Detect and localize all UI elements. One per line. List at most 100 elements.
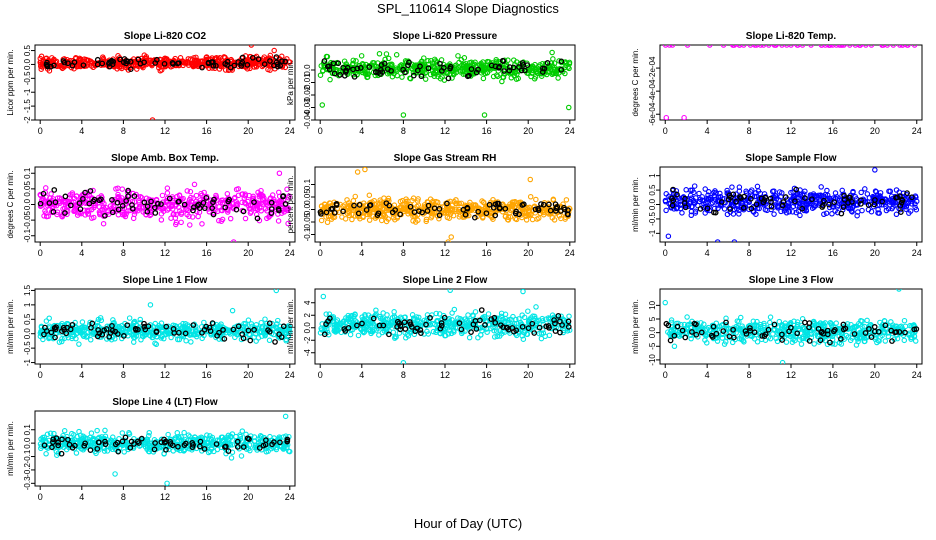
data-point-overlay [109,323,115,329]
data-point [854,212,860,219]
data-point-overlay [417,63,423,70]
data-point [81,56,88,62]
x-tick-label: 4 [79,248,84,258]
x-tick-label: 4 [705,126,710,136]
data-point [775,205,781,211]
data-point [835,202,841,208]
y-tick-label: 10 [648,300,657,309]
data-point [740,45,747,48]
data-point [733,323,740,330]
data-point-overlay [407,321,414,328]
data-point-overlay [88,324,94,331]
data-point-overlay [37,200,44,207]
data-point [788,45,794,48]
y-tick-label: 0.05 [23,181,32,197]
data-point [822,45,829,48]
data-point [383,207,389,214]
data-point [549,215,556,221]
data-point-overlay [447,65,453,72]
data-point [156,65,162,71]
data-point [501,318,507,325]
data-point [465,312,471,318]
data-point-overlay [77,206,84,212]
x-tick-label: 4 [359,126,364,136]
data-point-overlay [486,201,493,208]
data-point-overlay [423,321,429,328]
data-point [507,316,513,323]
data-point-overlay [161,61,168,67]
data-point [861,333,867,339]
data-point-overlay [255,56,262,62]
data-point [862,186,868,192]
panel-4: Slope Amb. Box Temp.0 4 8 12 16 20 24-0.1-0.05… [6,153,296,258]
data-point [193,192,200,199]
data-point-overlay [117,56,123,63]
data-point-overlay [340,208,346,215]
data-point-outlier [527,176,534,183]
data-point [178,209,185,216]
data-point [319,327,325,333]
data-point-overlay [278,334,285,340]
data-point [797,212,803,219]
data-point [529,216,536,223]
data-point-overlay [558,58,565,65]
data-point [366,217,373,223]
data-point-overlay [458,326,465,333]
data-point [56,195,63,201]
data-point [160,327,166,334]
data-point-overlay [114,331,121,337]
data-point-overlay [363,207,370,213]
data-point-overlay [238,60,245,67]
data-point [470,313,476,319]
data-point [481,63,487,69]
data-point-overlay [114,199,121,206]
data-point [410,195,417,201]
data-point-overlay [247,337,254,344]
data-point [69,335,75,342]
data-point-overlay [155,200,161,207]
data-point [523,212,529,218]
data-point-overlay [460,206,467,213]
data-point-overlay [377,71,384,77]
data-point [548,60,554,66]
data-point-overlay [536,324,543,331]
data-point [79,319,86,325]
data-point-overlay [119,202,126,209]
data-point-overlay [222,204,229,211]
data-point-overlay [267,58,273,64]
data-point [164,190,171,196]
data-point [534,216,540,222]
data-point [441,328,448,334]
x-tick-label: 8 [747,370,752,380]
data-point [815,192,822,199]
data-point-overlay [531,330,538,336]
x-tick-label: 0 [663,248,668,258]
data-point-overlay [538,201,544,207]
data-point [353,58,359,64]
y-tick-label: -2e-04 [648,56,657,80]
data-point-overlay [767,195,774,202]
data-point [670,194,676,201]
data-point [688,212,695,219]
data-point [250,193,256,200]
data-point-overlay [249,54,256,61]
data-point [174,193,180,200]
data-point-overlay [512,210,519,217]
data-point [834,194,840,200]
data-point-outlier [320,293,327,300]
panel-title: Slope Line 2 Flow [403,275,488,286]
x-tick-label: 16 [828,248,838,258]
data-point [500,74,506,80]
data-point [683,187,689,193]
data-point [92,60,98,67]
data-point [793,209,799,216]
data-point-overlay [109,209,116,216]
panel-3: Slope Li-820 Temp.0 4 8 12 16 20 24-6e-04-4e-0… [631,31,923,136]
data-point [696,190,702,197]
data-point [184,211,190,218]
data-point [319,68,326,74]
data-point [166,330,172,337]
data-point [219,216,226,223]
y-axis-label: ml/min per min. [631,177,640,232]
